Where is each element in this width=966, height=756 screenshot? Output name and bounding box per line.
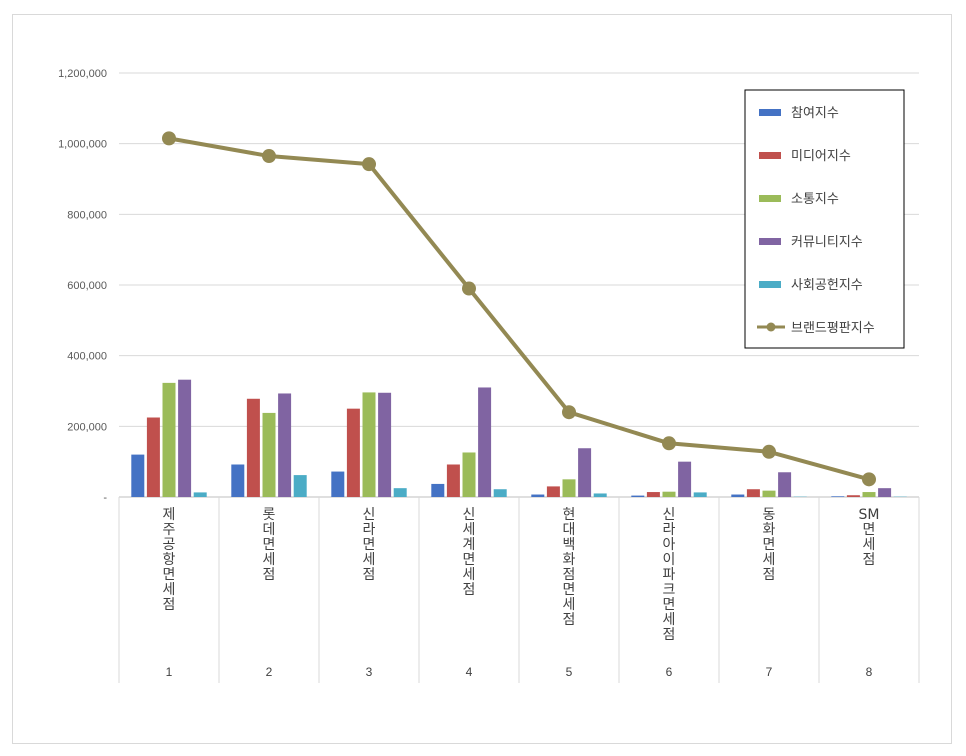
y-tick-label-2: 400,000	[67, 351, 107, 363]
bar-4-5	[693, 492, 707, 497]
bar-3-2	[378, 392, 392, 497]
bar-1-3	[446, 464, 460, 497]
series-0	[131, 454, 845, 497]
line-point-1	[262, 149, 276, 164]
legend-swatch-3	[759, 238, 781, 245]
rank-label-0: 1	[166, 665, 173, 679]
bar-3-4	[578, 448, 592, 497]
legend-label-0: 참여지수	[791, 106, 839, 121]
line-point-4	[562, 405, 576, 420]
bar-2-4	[562, 479, 576, 497]
bar-2-3	[462, 452, 476, 497]
line-path-0	[168, 136, 870, 482]
legend-swatch-2	[759, 195, 781, 202]
bar-2-1	[262, 412, 276, 497]
bar-2-6	[762, 490, 776, 497]
legend-label-3: 커뮤니티지수	[791, 235, 863, 250]
rank-label-2: 3	[366, 665, 373, 679]
legend-label-2: 소통지수	[791, 192, 839, 207]
rank-label-5: 6	[666, 665, 673, 679]
legend-box	[744, 89, 905, 349]
brand-reputation-chart: - 200,000 400,000 600,000 800,000 1,000,000 1,…	[58, 68, 920, 683]
bar-2-7	[862, 492, 876, 497]
legend-swatch-4	[759, 281, 781, 288]
bar-0-6	[731, 494, 745, 497]
x-axis: 제 주 공 항 면 세 점 1 롯 데 면 세 점 2 신 라 면 세 점 3 신 세 계 면 세 점 4 현 대 백 화 점 면 세 점 5 신 라 아 이…	[118, 496, 920, 683]
category-label-7: SM 면 세 점	[859, 507, 880, 568]
bar-0-1	[231, 464, 245, 497]
bar-0-4	[531, 494, 545, 497]
bar-3-1	[278, 393, 292, 497]
bar-4-2	[393, 488, 407, 497]
rank-label-4: 5	[566, 665, 573, 679]
series-3	[178, 379, 892, 497]
y-tick-label-3: 600,000	[67, 280, 107, 292]
legend-label-4: 사회공헌지수	[791, 278, 863, 293]
rank-label-1: 2	[266, 665, 273, 679]
line-point-0	[162, 131, 176, 146]
bar-2-0	[162, 382, 176, 497]
rank-label-3: 4	[466, 665, 473, 679]
bar-0-3	[431, 483, 445, 497]
line-point-5	[662, 436, 676, 451]
series-1	[146, 398, 860, 497]
y-axis: - 200,000 400,000 600,000 800,000 1,000,000 1,…	[58, 68, 107, 504]
chart-frame: - 200,000 400,000 600,000 800,000 1,000,000 1,…	[12, 14, 952, 744]
line-point-7	[862, 472, 876, 487]
line-point-2	[362, 157, 376, 172]
bar-1-5	[646, 492, 660, 497]
legend-swatch-0	[759, 109, 781, 116]
series-4	[193, 475, 907, 497]
legend-swatch-1	[759, 152, 781, 159]
bar-4-3	[493, 489, 507, 497]
bar-2-5	[662, 491, 676, 497]
bar-3-7	[878, 488, 892, 497]
legend-label-5: 브랜드평판지수	[791, 321, 875, 336]
bar-4-4	[593, 493, 607, 497]
bar-3-6	[778, 472, 792, 497]
y-tick-label-4: 800,000	[67, 209, 107, 221]
bar-4-1	[293, 475, 307, 497]
bar-0-7	[831, 496, 845, 497]
rank-label-6: 7	[766, 665, 773, 679]
bar-1-1	[246, 398, 260, 497]
line-point-3	[462, 281, 476, 296]
bar-1-6	[746, 489, 760, 497]
bar-1-7	[846, 495, 860, 497]
y-tick-label-0: -	[103, 492, 107, 504]
line-series	[162, 131, 876, 487]
legend-marker-5	[766, 322, 776, 332]
rank-label-7: 8	[866, 665, 873, 679]
bar-1-2	[346, 408, 360, 497]
bar-2-2	[362, 392, 376, 497]
legend-label-1: 미디어지수	[791, 149, 851, 164]
bar-1-0	[146, 417, 160, 497]
bar-4-0	[193, 492, 207, 497]
bar-0-2	[331, 471, 345, 497]
bar-series	[131, 379, 907, 497]
series-2	[162, 382, 876, 497]
line-point-6	[762, 444, 776, 459]
bar-3-5	[678, 461, 692, 497]
y-tick-label-6: 1,200,000	[58, 68, 107, 80]
bar-0-5	[631, 495, 645, 497]
bar-3-0	[178, 379, 192, 497]
bar-1-4	[546, 486, 560, 497]
gridlines	[119, 72, 919, 427]
y-tick-label-5: 1,000,000	[58, 139, 107, 151]
bar-0-0	[131, 454, 145, 497]
y-tick-label-1: 200,000	[67, 421, 107, 433]
bar-3-3	[478, 387, 492, 497]
